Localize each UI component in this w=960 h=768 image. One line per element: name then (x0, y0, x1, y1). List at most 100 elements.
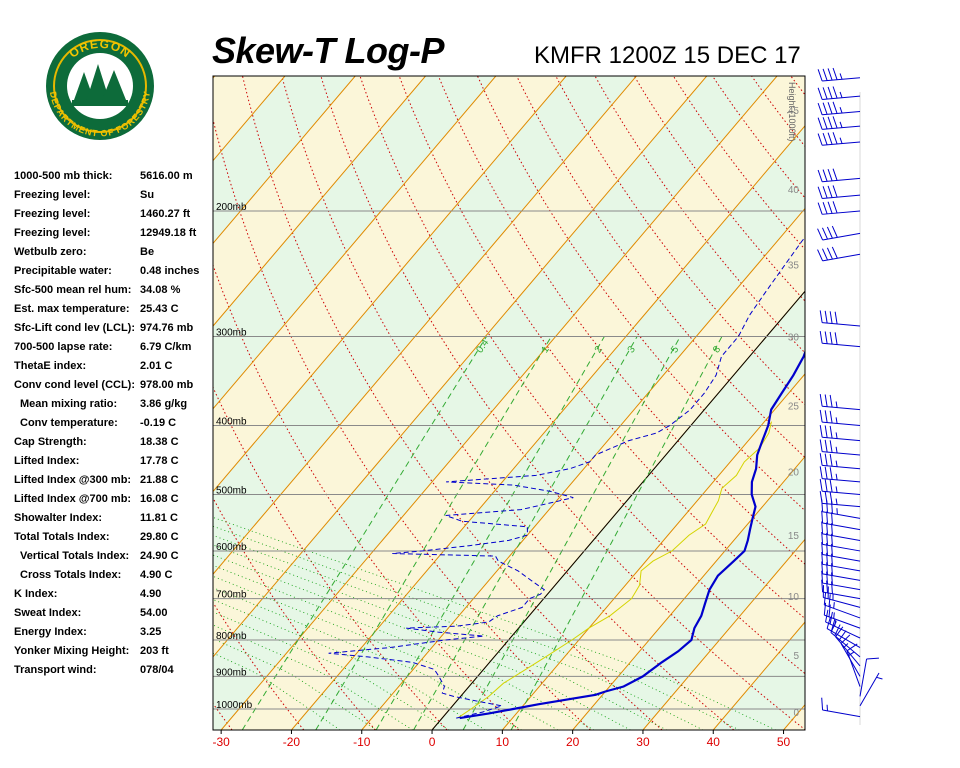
index-value: 4.90 C (140, 569, 173, 581)
wind-barb-shaft (830, 632, 861, 658)
dry-adiabat (594, 76, 805, 354)
wind-barb-flag (817, 117, 823, 130)
index-value: 974.76 mb (140, 322, 194, 334)
wind-barb-flag (821, 542, 824, 555)
index-label: Sfc-500 mean rel hum: (14, 284, 132, 296)
wind-barb (821, 510, 861, 531)
isotherm (291, 125, 805, 730)
wind-barb-flag (832, 201, 838, 214)
wind-barb-flag (834, 332, 838, 345)
wind-barb-flag (832, 67, 838, 80)
wetbulb-line (457, 421, 772, 719)
wind-barb-flag (817, 133, 823, 146)
index-row: Lifted Index @300 mb: 21.88 C (14, 472, 214, 491)
wind-barb-flag (827, 185, 833, 198)
wind-barb-flag (817, 186, 823, 199)
index-value: 34.08 % (140, 284, 181, 296)
wind-barb-half-flag (835, 432, 838, 439)
index-row: 1000-500 mb thick: 5616.00 m (14, 168, 214, 187)
index-value: 16.08 C (140, 493, 179, 505)
station-time-label: KMFR 1200Z 15 DEC 17 (534, 42, 801, 69)
index-label: Yonker Mixing Height: (14, 645, 130, 657)
index-label: Cross Totals Index: (20, 569, 122, 581)
isotherm (213, 76, 567, 493)
dry-adiabat (516, 76, 805, 459)
dry-adiabat (281, 76, 735, 730)
index-value: 078/04 (140, 664, 174, 676)
height-tick-label: 45 (788, 106, 800, 117)
index-row: Lifted Index: 17.78 C (14, 453, 214, 472)
wind-barb (817, 168, 861, 183)
wind-barb-shaft (840, 643, 861, 677)
index-row: ThetaE index: 2.01 C (14, 358, 214, 377)
wind-barb-flag (817, 87, 823, 100)
index-row: Conv cond level (CCL): 978.00 mb (14, 377, 214, 396)
wind-barb-shaft (825, 621, 861, 639)
index-label: Showalter Index: (14, 512, 103, 524)
dry-adiabat (359, 76, 805, 675)
wind-barb-shaft (822, 543, 861, 552)
index-row: Freezing level: Su (14, 187, 214, 206)
index-value: Be (140, 246, 155, 258)
index-label: Energy Index: (14, 626, 87, 638)
index-label: Est. max temperature: (14, 303, 130, 315)
wind-barb-shaft (822, 405, 861, 411)
isotherm (213, 76, 497, 410)
index-row: Est. max temperature: 25.43 C (14, 301, 214, 320)
wind-barb-shaft (822, 322, 861, 327)
wind-barb-flag (819, 310, 823, 323)
wind-barb-flag (817, 202, 823, 215)
wind-barb-flag (821, 551, 824, 565)
wind-barb-shaft (822, 478, 861, 483)
isobar-label: 700mb (216, 590, 247, 601)
index-label: Lifted Index @300 mb: (14, 474, 132, 486)
wind-barb-shaft (822, 582, 861, 591)
wind-barb (819, 310, 861, 327)
wind-barb-flag (827, 116, 833, 129)
temperature-line (459, 349, 805, 720)
wind-barb (819, 478, 861, 496)
wind-barb-half-flag (839, 73, 843, 80)
height-tick-label: 40 (788, 185, 800, 196)
wind-barb (821, 499, 861, 519)
wind-barb-flag (831, 246, 838, 259)
wind-barb-shaft (822, 490, 861, 496)
wind-barb (819, 439, 861, 456)
plot-frame (212, 75, 806, 731)
wind-barb-half-flag (835, 486, 838, 493)
wind-barb (821, 579, 861, 600)
wind-barb-flag (826, 571, 829, 584)
index-label: ThetaE index: (14, 360, 87, 372)
wind-barb-flag (817, 228, 824, 241)
index-value: 6.79 C/km (140, 341, 192, 353)
index-value: 11.81 C (140, 512, 178, 524)
isotherm (0, 76, 144, 730)
index-value: 29.80 C (140, 531, 179, 543)
wind-barb-flag (829, 394, 833, 408)
x-tick-label: 10 (496, 735, 510, 749)
dry-adiabat (830, 76, 960, 730)
height-tick-label: 30 (788, 332, 800, 343)
wind-barb-flag (821, 570, 824, 584)
isobar-label: 300mb (216, 327, 247, 338)
wind-barb (859, 657, 879, 697)
wind-barb-shaft (824, 604, 861, 619)
wind-barb-flag (832, 86, 838, 99)
wind-barb-flag (831, 512, 833, 525)
wind-barb (840, 634, 861, 677)
dry-adiabat (0, 76, 160, 730)
wind-barb-half-flag (834, 620, 837, 627)
wind-barb-half-flag (839, 91, 843, 98)
index-row: Precipitable water: 0.48 inches (14, 263, 214, 282)
index-label: Lifted Index: (14, 455, 80, 467)
wind-barb-flag (817, 249, 824, 262)
index-label: Conv cond level (CCL): (14, 379, 136, 391)
wind-barb-flag (822, 132, 828, 145)
mixing-ratio-label: 5 (669, 344, 681, 355)
wind-barb-shaft (846, 650, 861, 687)
mixing-ratio-label: 3 (626, 344, 638, 355)
index-label: Transport wind: (14, 664, 97, 676)
wind-barb-flag (824, 331, 828, 344)
wind-barb (819, 331, 861, 348)
